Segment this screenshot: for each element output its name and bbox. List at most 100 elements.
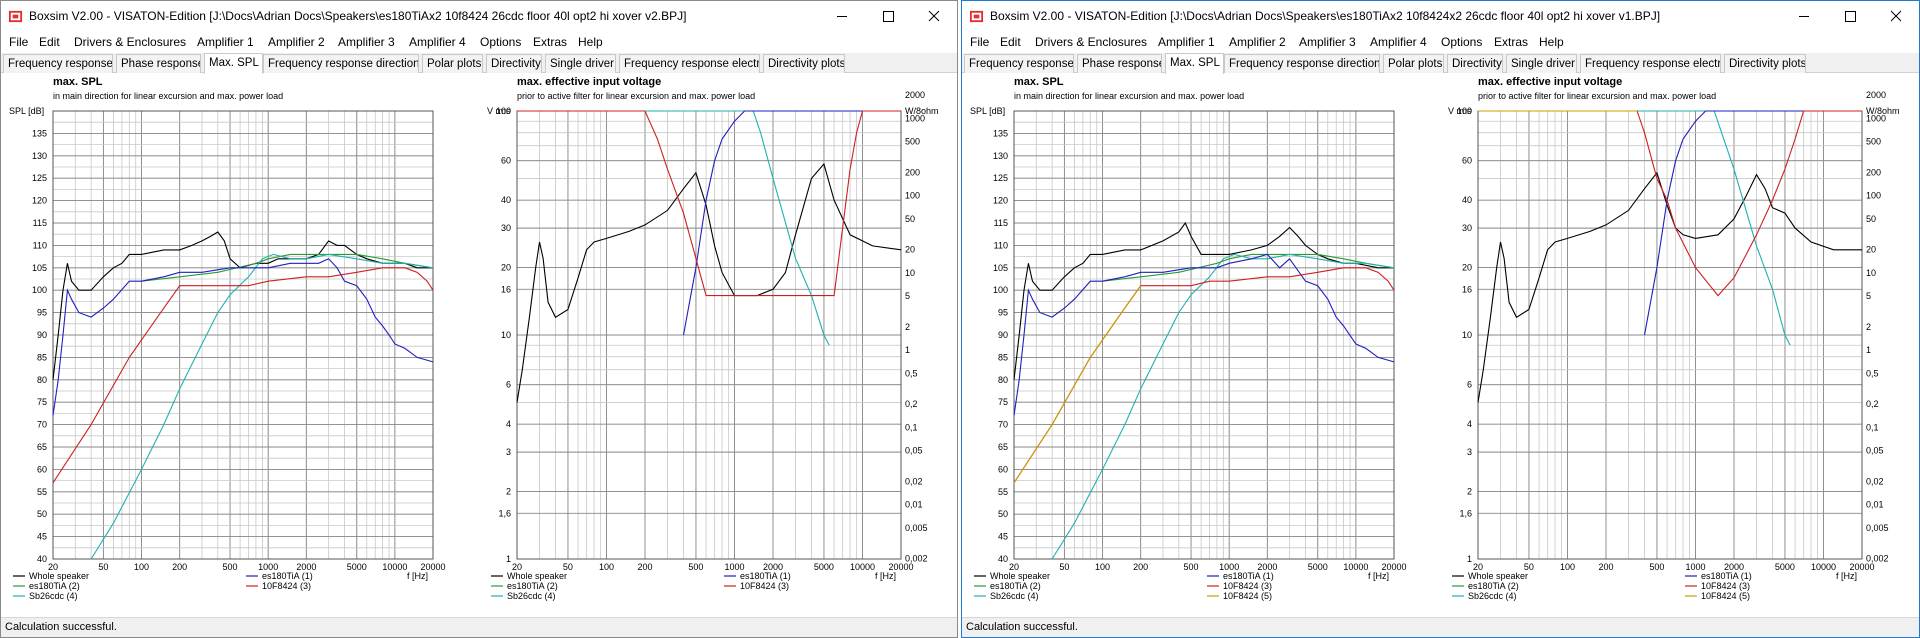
legend-label: Whole speaker: [990, 571, 1050, 581]
tab-single-driver[interactable]: Single driver: [1506, 54, 1577, 73]
menu-file[interactable]: File: [9, 35, 29, 49]
y-tick-label: 4: [1467, 419, 1472, 429]
x-tick-label: 20000: [888, 562, 913, 572]
y-tick-label: 2: [506, 487, 511, 497]
y2-tick-label: 100: [905, 191, 920, 201]
y-tick-label: 30: [501, 223, 511, 233]
menu-options[interactable]: Options: [480, 35, 522, 49]
menu-extras[interactable]: Extras: [533, 35, 568, 49]
y-tick-label: 120: [993, 196, 1008, 206]
minimize-button[interactable]: [819, 1, 865, 32]
close-button[interactable]: [1873, 1, 1919, 32]
minimize-button[interactable]: [1781, 1, 1827, 32]
tab-frequency-response-electrical[interactable]: Frequency response electr...: [1580, 54, 1721, 73]
tab-directivity[interactable]: Directivity: [486, 54, 542, 73]
menu-amplifier-2[interactable]: Amplifier 2: [1229, 35, 1286, 49]
close-button[interactable]: [911, 1, 957, 32]
tab-single-driver[interactable]: Single driver: [545, 54, 616, 73]
menu-amplifier-4[interactable]: Amplifier 4: [1370, 35, 1427, 49]
menu-amplifier-2[interactable]: Amplifier 2: [268, 35, 325, 49]
x-tick-label: 1000: [724, 562, 744, 572]
tab-polar-plots[interactable]: Polar plots: [1383, 54, 1444, 73]
y-tick-label: 60: [37, 464, 47, 474]
y2-tick-label: 0,2: [1866, 399, 1879, 409]
x-axis-label: f [Hz]: [1368, 571, 1389, 581]
x-tick-label: 500: [1649, 562, 1664, 572]
y-tick-label: 6: [506, 380, 511, 390]
series-line: [1013, 221, 1394, 380]
x-tick-label: 1000: [258, 562, 278, 572]
boxsim-window-right: Boxsim V2.00 - VISATON-Edition [J:\Docs\…: [961, 0, 1920, 638]
x-tick-label: 5000: [1775, 562, 1795, 572]
y2-tick-label: 2000: [905, 90, 925, 100]
y-tick-label: 110: [33, 240, 47, 250]
x-tick-label: 20: [1009, 562, 1019, 572]
series-line: [141, 253, 434, 282]
y-tick-label: 65: [37, 442, 47, 452]
menu-help[interactable]: Help: [1539, 35, 1564, 49]
tab-polar-plots[interactable]: Polar plots: [422, 54, 483, 73]
y2-tick-label: 50: [905, 214, 915, 224]
tab-frequency-response[interactable]: Frequency response.: [964, 54, 1074, 73]
y2-tick-label: 1: [1866, 345, 1871, 355]
max-spl-chart: max. SPL in main direction for linear exc…: [970, 76, 1407, 601]
tab-phase-response[interactable]: Phase response: [116, 54, 201, 73]
x-axis-label: f [Hz]: [407, 571, 428, 581]
menu-amplifier-4[interactable]: Amplifier 4: [409, 35, 466, 49]
max-spl-chart: max. SPL in main direction for linear exc…: [9, 76, 446, 601]
title-bar[interactable]: Boxsim V2.00 - VISATON-Edition [J:\Docs\…: [962, 1, 1919, 32]
menu-edit[interactable]: Edit: [1000, 35, 1021, 49]
y2-tick-label: 0,005: [1866, 523, 1889, 533]
tab-directivity-plots[interactable]: Directivity plots: [1724, 54, 1806, 73]
maximize-button[interactable]: [1827, 1, 1873, 32]
title-bar[interactable]: Boxsim V2.00 - VISATON-Edition [J:\Docs\…: [1, 1, 957, 32]
tab-frequency-response-directions[interactable]: Frequency response directions: [1224, 54, 1380, 73]
menu-amplifier-3[interactable]: Amplifier 3: [338, 35, 395, 49]
x-tick-label: 1000: [1219, 562, 1239, 572]
series-lines: [1477, 110, 1862, 403]
menu-amplifier-1[interactable]: Amplifier 1: [197, 35, 254, 49]
charts-area: max. SPL in main direction for linear exc…: [962, 74, 1919, 618]
y-tick-label: 16: [1462, 284, 1472, 294]
tab-directivity-plots[interactable]: Directivity plots: [763, 54, 845, 73]
y-tick-label: 10: [1462, 330, 1472, 340]
menu-extras[interactable]: Extras: [1494, 35, 1529, 49]
tab-max-spl[interactable]: Max. SPL: [1165, 53, 1224, 74]
y2-tick-label: 20: [905, 245, 915, 255]
tab-frequency-response-electrical[interactable]: Frequency response electr...: [619, 54, 760, 73]
menu-edit[interactable]: Edit: [39, 35, 60, 49]
y-tick-label: 55: [37, 487, 47, 497]
y-tick-label: 30: [1462, 223, 1472, 233]
x-tick-label: 2000: [1724, 562, 1744, 572]
y2-tick-label: 0,002: [905, 554, 928, 564]
menu-help[interactable]: Help: [578, 35, 603, 49]
window-title: Boxsim V2.00 - VISATON-Edition [J:\Docs\…: [990, 9, 1661, 23]
tab-frequency-response[interactable]: Frequency response.: [3, 54, 113, 73]
tab-phase-response[interactable]: Phase response: [1077, 54, 1162, 73]
maximize-icon: [883, 11, 894, 22]
menu-drivers-enclosures[interactable]: Drivers & Enclosures: [74, 35, 187, 49]
legend-label: Whole speaker: [507, 571, 567, 581]
menu-drivers-enclosures[interactable]: Drivers & Enclosures: [1035, 35, 1148, 49]
y-tick-label: 95: [998, 308, 1008, 318]
menu-amplifier-1[interactable]: Amplifier 1: [1158, 35, 1215, 49]
legend-label: es180TiA (2): [1468, 581, 1519, 591]
y2-tick-label: 0,2: [905, 399, 918, 409]
chart-subtitle: in main direction for linear excursion a…: [1014, 91, 1244, 101]
series-lines: [516, 110, 902, 403]
menu-options[interactable]: Options: [1441, 35, 1483, 49]
y2-tick-label: 10: [1866, 268, 1876, 278]
maximize-button[interactable]: [865, 1, 911, 32]
menu-file[interactable]: File: [970, 35, 990, 49]
y-tick-label: 20: [501, 263, 511, 273]
x-tick-label: 50: [98, 562, 108, 572]
app-icon: [8, 10, 23, 23]
tab-max-spl[interactable]: Max. SPL: [204, 53, 263, 74]
series-lines: [1013, 221, 1395, 560]
y-tick-label: 45: [37, 532, 47, 542]
tab-frequency-response-directions[interactable]: Frequency response directions: [263, 54, 419, 73]
tab-directivity[interactable]: Directivity: [1447, 54, 1503, 73]
menu-amplifier-3[interactable]: Amplifier 3: [1299, 35, 1356, 49]
